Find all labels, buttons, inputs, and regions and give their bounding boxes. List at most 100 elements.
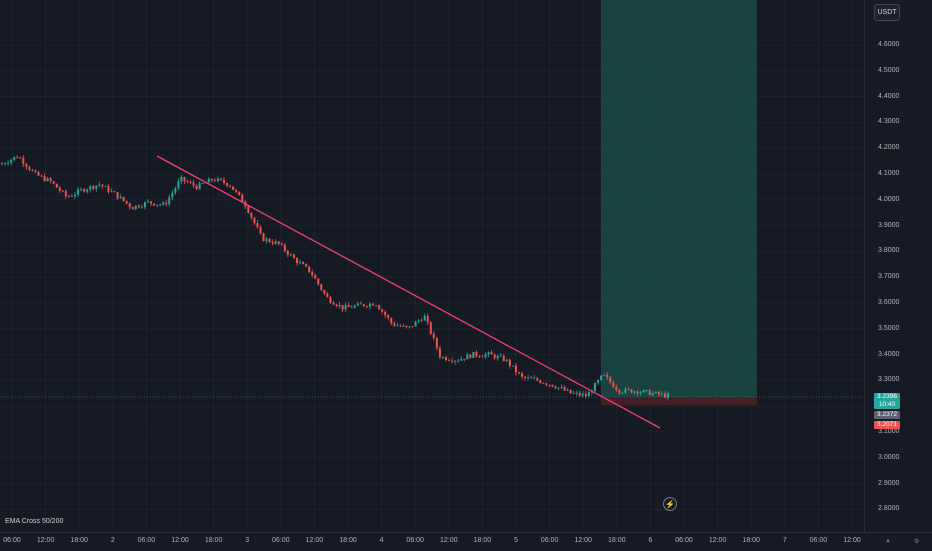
long-position-target-zone[interactable] <box>601 0 757 397</box>
candle-body <box>451 360 454 362</box>
candle-body <box>302 262 305 265</box>
candle-body <box>125 200 128 204</box>
candle-body <box>16 157 19 158</box>
candle-body <box>283 244 286 251</box>
candle-body <box>128 203 131 208</box>
time-tick: 12:00 <box>708 537 727 544</box>
candle-body <box>563 387 566 391</box>
candle-body <box>134 205 137 210</box>
candle-body <box>533 378 536 380</box>
candle-body <box>323 289 326 294</box>
candle-body <box>37 171 40 176</box>
time-tick: 5 <box>514 537 518 544</box>
candle-body <box>603 374 606 376</box>
candle-body <box>67 196 70 197</box>
candle-body <box>332 302 335 305</box>
candle-body <box>606 374 609 378</box>
time-tick: 18:00 <box>473 537 492 544</box>
price-tick: 3.0000 <box>878 453 900 461</box>
candle-body <box>429 322 432 334</box>
candle-body <box>493 354 496 359</box>
candle-body <box>43 175 46 181</box>
current-price-value: 3.2396 <box>877 393 897 400</box>
candle-body <box>116 192 119 199</box>
candle-body <box>657 391 660 395</box>
candle-body <box>542 382 545 384</box>
candle-body <box>299 262 302 264</box>
chevron-up-icon[interactable]: ▲ <box>885 538 891 544</box>
candle-body <box>207 178 210 183</box>
time-tick: 12:00 <box>440 537 458 544</box>
price-tick: 4.0000 <box>878 195 900 203</box>
candle-body <box>539 380 542 383</box>
candle-body <box>572 393 575 394</box>
candle-body <box>505 359 508 361</box>
time-tick: 18:00 <box>339 537 357 544</box>
candle-body <box>19 157 22 159</box>
lightning-icon[interactable]: ⚡ <box>663 497 677 511</box>
candle-body <box>119 196 122 199</box>
candle-body <box>295 258 298 264</box>
candle-body <box>308 266 311 273</box>
price-tick: 3.8000 <box>878 247 900 255</box>
candle-body <box>49 178 52 182</box>
candle-body <box>594 382 597 392</box>
candle-body <box>73 194 76 197</box>
candle-body <box>216 178 219 182</box>
candle-body <box>496 355 499 359</box>
candle-body <box>186 181 189 183</box>
candle-body <box>40 175 43 177</box>
candle-body <box>265 238 268 242</box>
candle-body <box>107 186 110 192</box>
candle-body <box>411 326 414 328</box>
candle-body <box>110 191 113 192</box>
time-tick: 7 <box>782 537 787 544</box>
candle-body <box>4 163 7 165</box>
candle-body <box>445 357 447 361</box>
candle-body <box>277 241 280 244</box>
candle-body <box>517 372 520 374</box>
candle-body <box>654 391 657 394</box>
time-tick: 06:00 <box>675 537 693 544</box>
candle-body <box>627 388 630 390</box>
candle-body <box>52 181 55 184</box>
candle-body <box>83 189 86 192</box>
candle-body <box>660 393 663 395</box>
price-chart[interactable] <box>0 0 864 532</box>
time-axis[interactable] <box>0 532 932 551</box>
long-position-stop-zone[interactable] <box>601 397 757 405</box>
candle-body <box>521 373 524 377</box>
candle-body <box>271 242 274 244</box>
candle-body <box>469 354 472 358</box>
price-tick: 2.9000 <box>878 479 900 487</box>
time-tick: 06:00 <box>809 537 828 544</box>
candle-body <box>232 186 235 190</box>
candle-body <box>432 333 435 338</box>
currency-button[interactable]: USDT <box>874 4 900 21</box>
candle-body <box>180 176 183 182</box>
current-price-label: 3.2396 10:40 <box>874 393 900 409</box>
candle-body <box>22 157 25 164</box>
candle-body <box>189 182 192 183</box>
candle-body <box>338 305 341 307</box>
price-axis[interactable] <box>864 0 932 532</box>
candle-body <box>201 183 204 184</box>
candle-body <box>131 207 134 210</box>
candle-body <box>639 392 642 394</box>
settings-icon[interactable]: ⚙ <box>914 539 920 545</box>
indicator-legend[interactable]: EMA Cross 50/200 <box>5 518 64 525</box>
candle-body <box>311 272 314 276</box>
candle-body <box>557 387 560 389</box>
candle-body <box>575 392 578 394</box>
candle-body <box>487 352 490 355</box>
candle-body <box>210 178 213 181</box>
time-tick: 18:00 <box>608 537 626 544</box>
candle-body <box>636 391 639 394</box>
time-tick: 06:00 <box>406 537 424 544</box>
candle-body <box>113 191 116 193</box>
candle-body <box>527 377 530 379</box>
candle-body <box>177 181 180 189</box>
downtrend-line[interactable] <box>156 155 661 429</box>
candle-body <box>393 323 396 326</box>
candle-body <box>502 355 505 361</box>
